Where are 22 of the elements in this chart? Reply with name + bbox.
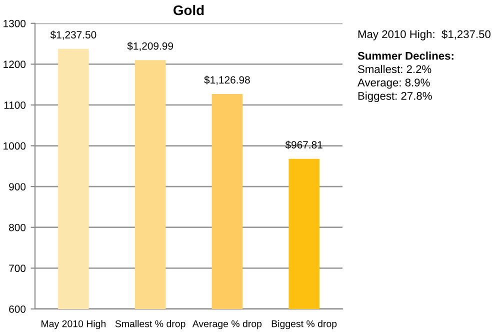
x-tick-label: Average % drop [192,320,262,330]
y-tick-label: 800 [9,224,26,232]
y-tick-label: 1300 [4,20,26,28]
text: Average: 8.9% [358,78,430,89]
x-tick-label: Smallest % drop [115,320,186,330]
x-tick-label: May 2010 High [42,320,106,330]
text: May 2010 High: $1,237.50 [358,30,490,40]
chart-title: Gold [174,4,204,16]
text: Smallest: 2.2% [358,64,432,74]
data-label: $1,126.98 [204,76,250,85]
text: Biggest: 27.8% [358,92,432,102]
y-tick-label: 600 [9,305,26,313]
text: Summer Declines: [358,52,454,60]
data-label: $1,237.50 [50,30,96,40]
data-label: $1,209.99 [127,42,173,51]
y-tick-label: 1100 [4,101,26,109]
data-label: $967.81 [285,140,322,150]
y-tick-label: 1200 [4,60,26,68]
y-tick-label: 900 [9,183,26,190]
y-tick-label: 1000 [4,142,26,150]
y-tick-label: 700 [9,264,26,272]
x-tick-label: Biggest % drop [272,320,337,330]
